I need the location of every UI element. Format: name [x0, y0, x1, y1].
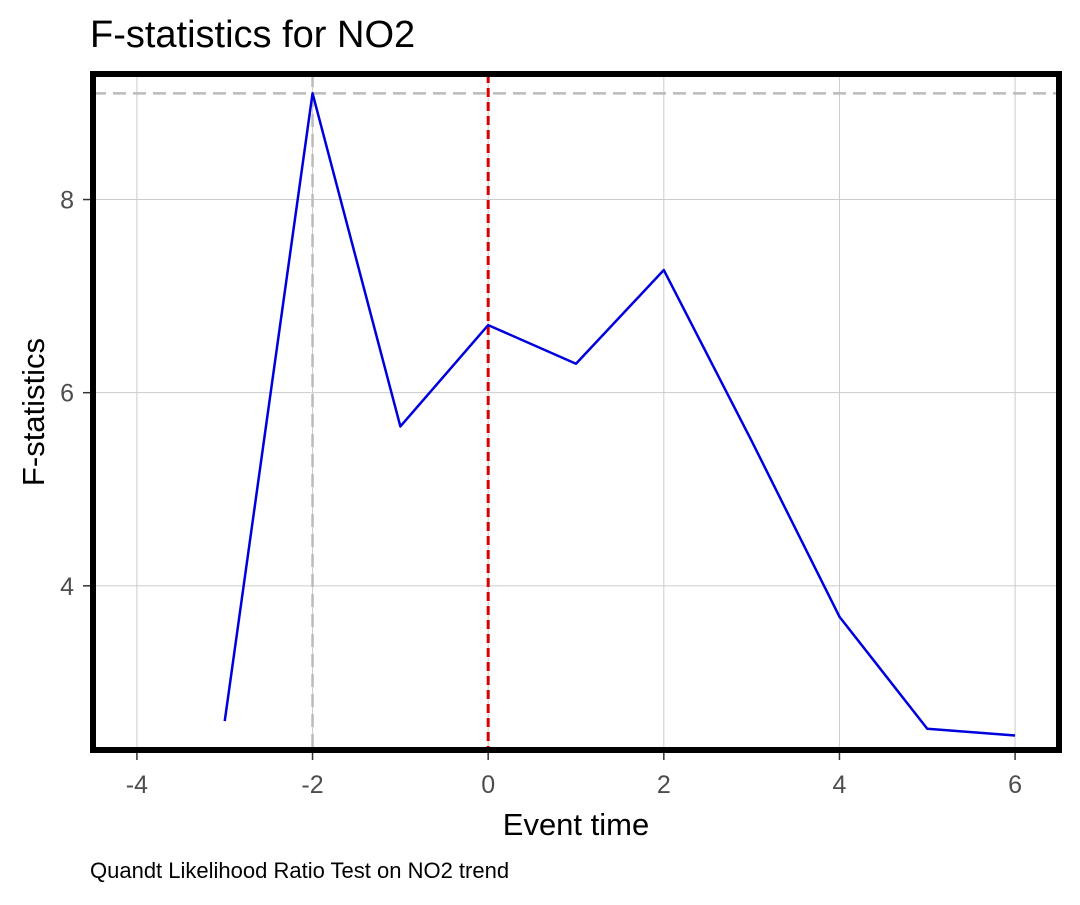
y-axis-ticks: 4 6 8 — [60, 187, 90, 601]
x-tick-label: 4 — [833, 771, 847, 799]
x-tick-label: -4 — [126, 771, 148, 799]
reference-lines — [93, 74, 1059, 750]
y-tick-label: 4 — [60, 573, 74, 601]
x-tick-label: 0 — [481, 771, 495, 799]
series-layer — [223, 92, 1016, 737]
y-axis-label: F-statistics — [16, 338, 51, 486]
series-line — [223, 92, 1016, 737]
grid — [93, 74, 1059, 750]
chart-title: F-statistics for NO2 — [90, 14, 415, 56]
chart-caption: Quandt Likelihood Ratio Test on NO2 tren… — [90, 858, 509, 883]
y-tick-label: 6 — [60, 380, 74, 408]
x-axis-label: Event time — [503, 807, 649, 842]
x-tick-label: 2 — [657, 771, 671, 799]
x-axis-ticks: -4 -2 0 2 4 6 — [126, 753, 1022, 799]
y-tick-label: 8 — [60, 187, 74, 215]
x-tick-label: 6 — [1008, 771, 1022, 799]
plot-frame — [90, 71, 1062, 753]
x-tick-label: -2 — [301, 771, 323, 799]
